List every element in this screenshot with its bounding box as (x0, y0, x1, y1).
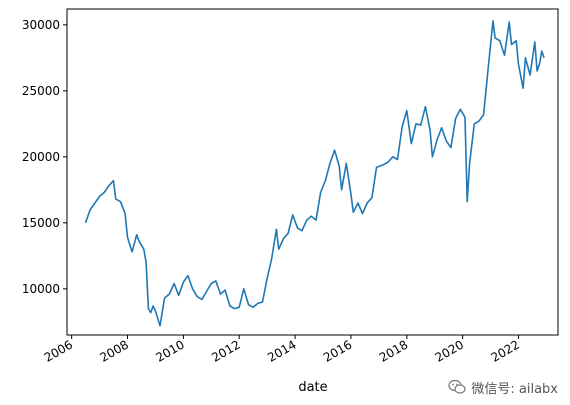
x-tick-label: 2022 (489, 337, 522, 364)
x-axis-label: date (298, 380, 327, 395)
y-tick-label: 30000 (22, 18, 60, 32)
y-axis-ticks: 10000 15000 20000 25000 30000 (22, 18, 67, 296)
watermark: 微信号: ailabx (448, 377, 558, 397)
y-tick-label: 20000 (22, 150, 60, 164)
wechat-icon (448, 379, 466, 394)
x-tick-label: 2014 (265, 337, 298, 364)
x-tick-label: 2016 (321, 337, 354, 364)
series-line-0 (84, 20, 545, 327)
x-tick-label: 2020 (433, 337, 466, 364)
plot-area (84, 20, 545, 327)
x-tick-label: 2018 (377, 337, 410, 364)
axes-frame (66, 8, 559, 336)
x-tick-label: 2006 (42, 337, 75, 364)
x-tick-label: 2012 (209, 337, 242, 364)
y-tick-label: 25000 (22, 84, 60, 98)
y-tick-label: 15000 (22, 216, 60, 230)
y-tick-label: 10000 (22, 282, 60, 296)
x-tick-label: 2008 (98, 337, 131, 364)
watermark-text: 微信号: ailabx (471, 381, 558, 397)
x-axis-ticks: 2006 2008 2010 2012 2014 2016 2018 2020 2022 (42, 335, 522, 365)
x-tick-label: 2010 (153, 337, 186, 364)
